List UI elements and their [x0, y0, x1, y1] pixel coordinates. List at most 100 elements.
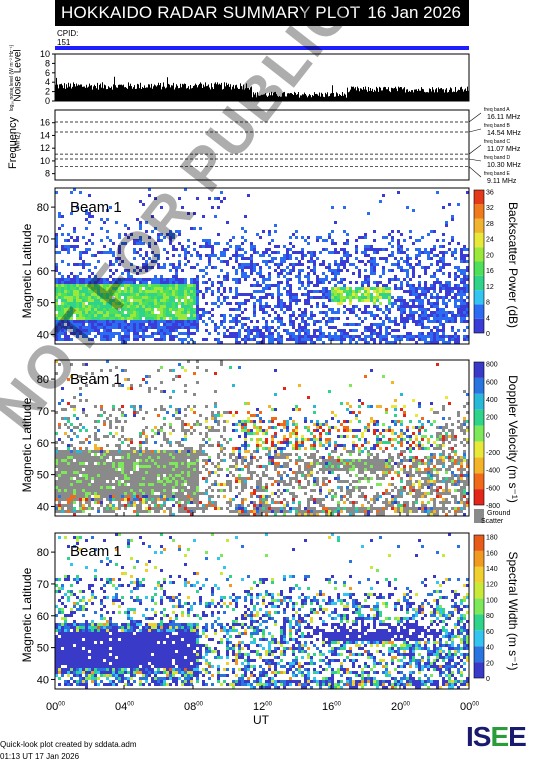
data-cell: [139, 486, 142, 489]
data-cell: [448, 311, 451, 314]
data-cell: [178, 290, 181, 293]
data-cell: [271, 426, 274, 429]
data-cell: [421, 338, 424, 341]
data-cell: [169, 311, 172, 314]
data-cell: [259, 456, 262, 459]
data-cell: [343, 230, 346, 233]
data-cell: [76, 483, 79, 486]
data-cell: [190, 450, 193, 453]
cpid-label-text: CPID:: [57, 29, 79, 38]
data-cell: [88, 263, 91, 266]
data-cell: [361, 402, 364, 405]
data-cell: [370, 311, 373, 314]
data-cell: [181, 453, 184, 456]
data-cell: [358, 489, 361, 492]
data-cell: [418, 254, 421, 257]
data-cell: [268, 495, 271, 498]
data-cell: [67, 444, 70, 447]
data-cell: [103, 245, 106, 248]
data-cell: [286, 332, 289, 335]
data-cell: [415, 293, 418, 296]
data-cell: [238, 435, 241, 438]
data-cell: [406, 206, 409, 209]
data-cell: [289, 477, 292, 480]
data-cell: [280, 269, 283, 272]
data-cell: [118, 320, 121, 323]
data-cell: [382, 266, 385, 269]
data-cell: [73, 308, 76, 311]
data-cell: [247, 194, 250, 197]
data-cell: [139, 495, 142, 498]
data-cell: [292, 326, 295, 329]
data-cell: [277, 462, 280, 465]
data-cell: [379, 281, 382, 284]
data-cell: [229, 498, 232, 501]
data-cell: [328, 390, 331, 393]
data-cell: [85, 447, 88, 450]
data-cell: [55, 290, 58, 293]
data-cell: [298, 299, 301, 302]
data-cell: [298, 269, 301, 272]
data-cell: [127, 308, 130, 311]
data-cell: [79, 447, 82, 450]
data-cell: [394, 323, 397, 326]
data-cell: [334, 287, 337, 290]
data-cell: [274, 426, 277, 429]
data-cell: [193, 468, 196, 471]
data-cell: [244, 480, 247, 483]
data-cell: [460, 314, 463, 317]
data-cell: [355, 417, 358, 420]
data-cell: [160, 281, 163, 284]
data-cell: [160, 381, 163, 384]
data-cell: [280, 441, 283, 444]
data-cell: [133, 495, 136, 498]
data-cell: [334, 293, 337, 296]
data-cell: [238, 468, 241, 471]
data-cell: [73, 447, 76, 450]
data-cell: [181, 429, 184, 432]
data-cell: [361, 293, 364, 296]
data-cell: [439, 308, 442, 311]
data-cell: [76, 236, 79, 239]
data-cell: [223, 420, 226, 423]
data-cell: [187, 483, 190, 486]
data-cell: [73, 462, 76, 465]
data-cell: [253, 278, 256, 281]
data-cell: [430, 275, 433, 278]
data-cell: [55, 453, 58, 456]
data-cell: [328, 453, 331, 456]
data-cell: [421, 335, 424, 338]
data-cell: [223, 317, 226, 320]
data-cell: [163, 504, 166, 507]
data-cell: [238, 423, 241, 426]
data-cell: [310, 432, 313, 435]
data-cell: [442, 245, 445, 248]
data-cell: [325, 447, 328, 450]
data-cell: [316, 284, 319, 287]
freq-frame: [54, 109, 470, 181]
data-cell: [97, 489, 100, 492]
data-cell: [409, 236, 412, 239]
data-cell: [64, 293, 67, 296]
data-cell: [283, 462, 286, 465]
data-cell: [364, 341, 367, 344]
data-cell: [289, 308, 292, 311]
data-cell: [349, 492, 352, 495]
data-cell: [97, 492, 100, 495]
data-cell: [163, 477, 166, 480]
data-cell: [157, 266, 160, 269]
data-cell: [139, 335, 142, 338]
data-cell: [145, 459, 148, 462]
data-cell: [133, 492, 136, 495]
data-cell: [70, 311, 73, 314]
data-cell: [247, 299, 250, 302]
data-cell: [175, 284, 178, 287]
data-cell: [385, 236, 388, 239]
data-cell: [295, 459, 298, 462]
data-cell: [196, 507, 199, 510]
data-cell: [103, 251, 106, 254]
data-cell: [379, 287, 382, 290]
data-cell: [193, 465, 196, 468]
data-cell: [175, 329, 178, 332]
data-cell: [328, 471, 331, 474]
